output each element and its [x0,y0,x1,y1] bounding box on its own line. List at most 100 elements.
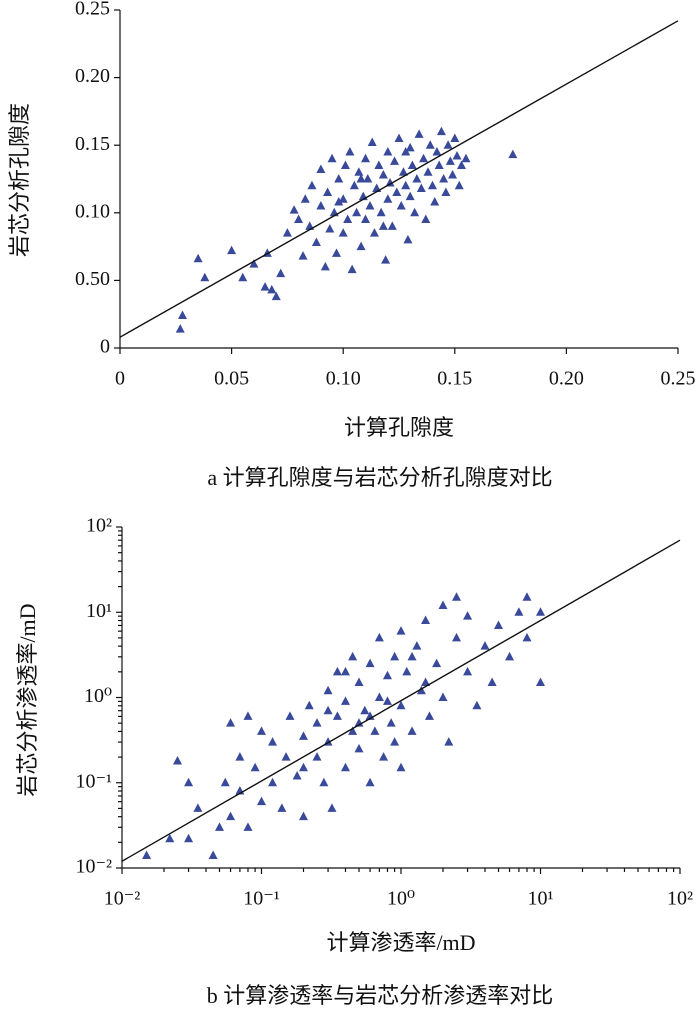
point [514,607,524,616]
point [184,833,194,843]
point [312,752,322,761]
x-tick-label: 0.15 [437,368,472,390]
point [361,214,371,224]
point [379,752,389,761]
point [338,228,348,237]
x-tick-label: 0.20 [549,368,584,390]
point [454,180,464,190]
point [323,187,333,197]
point [226,811,236,821]
point [340,160,350,169]
point [249,259,259,268]
point [421,214,431,224]
point [405,191,415,201]
point [392,187,402,197]
point [472,700,482,710]
point [416,183,426,192]
point [402,666,412,676]
point [276,268,286,278]
point [316,164,326,174]
point [403,234,413,244]
point [383,146,393,156]
point [142,850,152,860]
point [354,718,364,727]
point [536,677,545,686]
x-tick-label: 0.25 [661,368,696,390]
y-tick-label: 10⁰ [84,685,112,707]
point [304,700,314,710]
point [416,685,426,695]
point [414,129,424,138]
point [463,666,473,676]
point [424,711,434,720]
point [320,261,330,271]
point [394,133,404,142]
point [450,133,460,142]
point [360,705,370,715]
x-tick-label: 10⁰ [387,888,415,910]
point [390,737,400,746]
point [452,632,462,642]
point [421,677,431,686]
fit-line [119,20,679,338]
y-tick-label: 10⁻² [75,856,112,878]
point [390,651,400,661]
point [268,777,278,787]
point [338,194,348,203]
point [386,718,396,727]
point [396,762,406,772]
point [267,284,277,294]
point [401,146,411,156]
point [226,718,236,727]
point [430,196,440,206]
point [184,777,194,787]
x-tick-label: 10¹ [528,888,554,910]
point [396,201,406,210]
point [323,685,333,695]
point [378,169,388,179]
point [311,237,321,247]
caption: a 计算孔隙度与岩芯分析孔隙度对比 [207,465,552,490]
point [354,677,364,686]
point [365,777,375,787]
point [445,156,455,165]
x-tick-label: 10² [667,888,693,910]
point [227,245,237,255]
point [385,178,395,187]
point [387,221,397,230]
point [298,762,308,772]
point [281,752,291,761]
point [374,632,384,642]
point [268,737,278,746]
point [419,153,429,163]
point [374,160,384,169]
point [334,196,344,206]
point [427,180,437,190]
point [508,149,518,159]
point [439,174,449,183]
y-tick-label: 0 [100,336,110,358]
point [396,700,406,710]
scatter-chart: 10⁻² 10⁻¹ 10⁰ 10¹ 10² 10⁻² 10⁻¹ 10⁰ 10¹ 10² 岩芯分析渗透… [15,515,693,1008]
y-axis-title: 岩芯分析孔隙度 [7,103,32,257]
point [494,620,504,629]
point [332,666,342,676]
point [401,180,411,190]
point [441,187,451,197]
point [390,156,400,165]
scatter-chart: 0 0.50 0.10 0.15 0.20 0.25 0 0.05 0.10 0.15 0.20 0.… [7,0,695,490]
point [250,762,260,772]
point [165,833,175,843]
point [356,241,366,251]
y-tick-label: 0.25 [75,0,110,20]
y-axis-title: 岩芯分析渗透率/mD [15,603,40,796]
point [285,711,295,720]
point [325,224,335,233]
point [332,248,342,257]
point [243,822,253,831]
point [480,641,490,650]
point [410,207,420,217]
point [347,264,357,274]
point [381,255,391,264]
